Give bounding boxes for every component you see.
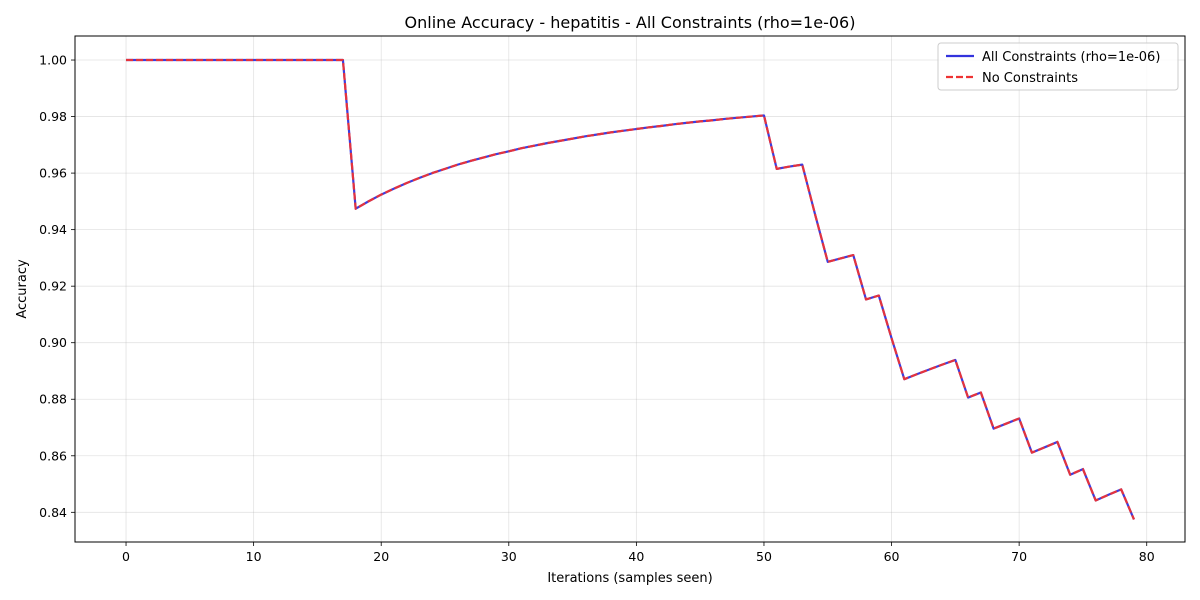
y-axis: 0.84 0.86 0.88 0.90 0.92 0.94 0.96 0.98 1.00 [39,53,75,520]
y-tick-label: 0.94 [39,222,67,237]
y-tick-label: 0.88 [39,392,67,407]
y-tick-label: 0.96 [39,166,67,181]
x-axis-label: Iterations (samples seen) [547,571,712,586]
x-tick-label: 70 [1011,549,1027,564]
x-tick-label: 80 [1139,549,1155,564]
chart-title: Online Accuracy - hepatitis - All Constr… [405,13,856,32]
series-layer [126,58,1135,520]
series-line-no-constraints [126,58,1135,520]
x-tick-label: 0 [122,549,130,564]
x-tick-label: 20 [373,549,389,564]
x-tick-label: 30 [501,549,517,564]
legend-label-no-constraints: No Constraints [982,71,1078,86]
y-tick-label: 1.00 [39,53,67,68]
y-tick-label: 0.84 [39,505,67,520]
y-tick-label: 0.92 [39,279,67,294]
legend-label-all-constraints: All Constraints (rho=1e-06) [982,50,1160,65]
y-axis-label: Accuracy [15,259,30,319]
x-axis: 0 10 20 30 40 50 60 70 80 [122,542,1155,564]
legend: All Constraints (rho=1e-06) No Constrain… [937,42,1179,91]
y-tick-label: 0.98 [39,109,67,124]
y-tick-label: 0.86 [39,448,67,463]
plot-frame [74,35,1186,543]
grid-lines [75,36,1185,542]
x-tick-label: 40 [628,549,644,564]
y-tick-label: 0.90 [39,335,67,350]
legend-box [937,42,1179,91]
x-tick-label: 50 [756,549,772,564]
x-tick-label: 10 [246,549,262,564]
x-tick-label: 60 [884,549,900,564]
